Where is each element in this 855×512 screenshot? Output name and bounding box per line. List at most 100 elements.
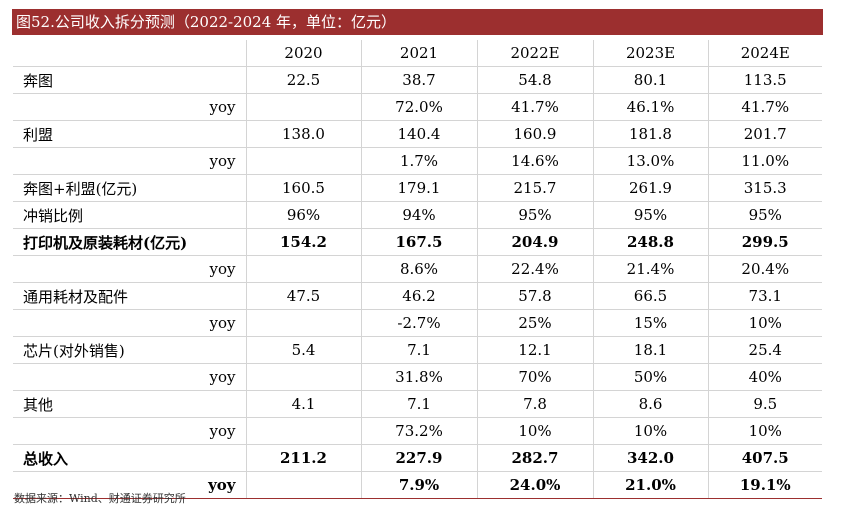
table-cell: 227.9 <box>361 444 478 472</box>
table-cell: 95% <box>477 201 594 229</box>
table-cell: 96% <box>246 201 362 229</box>
row-label: 其他 <box>13 390 247 418</box>
table-cell: 113.5 <box>708 66 822 94</box>
table-row: yoy 1.7% 14.6% 13.0% 11.0% <box>13 147 822 175</box>
table-cell: 315.3 <box>708 174 822 202</box>
table-cell: 160.5 <box>246 174 362 202</box>
table-cell: 7.8 <box>477 390 594 418</box>
table-cell: 407.5 <box>708 444 822 472</box>
table-header-row: 2020 2021 2022E 2023E 2024E <box>13 40 822 67</box>
table-cell: 204.9 <box>477 228 594 256</box>
table-cell: 10% <box>593 417 709 445</box>
table-row: 打印机及原装耗材(亿元) 154.2 167.5 204.9 248.8 299.5 <box>13 228 822 256</box>
row-label: 打印机及原装耗材(亿元) <box>13 228 247 256</box>
table-cell: 181.8 <box>593 120 709 148</box>
figure-title: 图52.公司收入拆分预测（2022-2024 年，单位：亿元） <box>12 9 823 35</box>
column-header: 2021 <box>361 40 478 67</box>
table-cell: 160.9 <box>477 120 594 148</box>
table-cell: 22.5 <box>246 66 362 94</box>
table-cell: 10% <box>477 417 594 445</box>
table-cell: 22.4% <box>477 255 594 283</box>
table-cell <box>246 417 362 445</box>
table-cell: 25% <box>477 309 594 337</box>
table-cell: 4.1 <box>246 390 362 418</box>
table-cell: 50% <box>593 363 709 391</box>
table-cell: 9.5 <box>708 390 822 418</box>
table-cell: 7.1 <box>361 336 478 364</box>
table-cell: 80.1 <box>593 66 709 94</box>
column-header: 2024E <box>708 40 822 67</box>
table-cell: 12.1 <box>477 336 594 364</box>
table-row: yoy 73.2% 10% 10% 10% <box>13 417 822 445</box>
table-cell: 201.7 <box>708 120 822 148</box>
table-cell: 47.5 <box>246 282 362 310</box>
revenue-forecast-table: 2020 2021 2022E 2023E 2024E 奔图 22.5 38.7 54… <box>13 40 822 499</box>
table-row: 总收入 211.2 227.9 282.7 342.0 407.5 <box>13 444 822 472</box>
table-cell: 72.0% <box>361 93 478 121</box>
table-row: 其他 4.1 7.1 7.8 8.6 9.5 <box>13 390 822 418</box>
table-cell: 10% <box>708 417 822 445</box>
row-label: yoy <box>13 471 247 499</box>
table-row: yoy 7.9% 24.0% 21.0% 19.1% <box>13 471 822 499</box>
table-cell: 282.7 <box>477 444 594 472</box>
table-cell: 70% <box>477 363 594 391</box>
table-row: 奔图+利盟(亿元) 160.5 179.1 215.7 261.9 315.3 <box>13 174 822 202</box>
table-cell: 25.4 <box>708 336 822 364</box>
table-cell: 8.6 <box>593 390 709 418</box>
table-cell: 8.6% <box>361 255 478 283</box>
row-label: 奔图 <box>13 66 247 94</box>
table-row: yoy 8.6% 22.4% 21.4% 20.4% <box>13 255 822 283</box>
table-cell: 7.1 <box>361 390 478 418</box>
row-label: yoy <box>13 417 247 445</box>
row-label: 利盟 <box>13 120 247 148</box>
table-cell: 179.1 <box>361 174 478 202</box>
header-label-cell <box>13 40 247 67</box>
table-cell: 21.0% <box>593 471 709 499</box>
table-cell: 57.8 <box>477 282 594 310</box>
table-cell: 24.0% <box>477 471 594 499</box>
table-row: 通用耗材及配件 47.5 46.2 57.8 66.5 73.1 <box>13 282 822 310</box>
table-cell: -2.7% <box>361 309 478 337</box>
table-cell: 66.5 <box>593 282 709 310</box>
source-note: 数据来源：Wind、财通证券研究所 <box>14 492 186 505</box>
table-cell: 13.0% <box>593 147 709 175</box>
row-label: 总收入 <box>13 444 247 472</box>
column-header: 2020 <box>246 40 362 67</box>
table-cell: 1.7% <box>361 147 478 175</box>
table-cell: 18.1 <box>593 336 709 364</box>
table-cell: 299.5 <box>708 228 822 256</box>
table-cell <box>246 255 362 283</box>
table-cell <box>246 147 362 175</box>
table-cell: 38.7 <box>361 66 478 94</box>
row-label: 通用耗材及配件 <box>13 282 247 310</box>
table-cell: 7.9% <box>361 471 478 499</box>
table-row: 利盟 138.0 140.4 160.9 181.8 201.7 <box>13 120 822 148</box>
table-cell: 248.8 <box>593 228 709 256</box>
table-row: yoy 31.8% 70% 50% 40% <box>13 363 822 391</box>
row-label: 芯片(对外销售) <box>13 336 247 364</box>
table-cell: 20.4% <box>708 255 822 283</box>
row-label: yoy <box>13 255 247 283</box>
table-cell: 261.9 <box>593 174 709 202</box>
table-cell <box>246 471 362 499</box>
table-cell <box>246 363 362 391</box>
table-cell: 95% <box>708 201 822 229</box>
table-cell: 73.2% <box>361 417 478 445</box>
table-cell: 140.4 <box>361 120 478 148</box>
table-cell: 31.8% <box>361 363 478 391</box>
table-body: 奔图 22.5 38.7 54.8 80.1 113.5 yoy 72.0% 41.7% 46.1… <box>13 66 822 499</box>
row-label: yoy <box>13 309 247 337</box>
table-cell: 41.7% <box>708 93 822 121</box>
table-cell: 11.0% <box>708 147 822 175</box>
table-row: 冲销比例 96% 94% 95% 95% 95% <box>13 201 822 229</box>
table-cell: 94% <box>361 201 478 229</box>
table-row: 芯片(对外销售) 5.4 7.1 12.1 18.1 25.4 <box>13 336 822 364</box>
table-cell: 41.7% <box>477 93 594 121</box>
table-cell <box>246 93 362 121</box>
row-label: yoy <box>13 363 247 391</box>
table-cell: 19.1% <box>708 471 822 499</box>
table-cell: 10% <box>708 309 822 337</box>
table-cell: 211.2 <box>246 444 362 472</box>
table-cell: 46.1% <box>593 93 709 121</box>
column-header: 2023E <box>593 40 709 67</box>
